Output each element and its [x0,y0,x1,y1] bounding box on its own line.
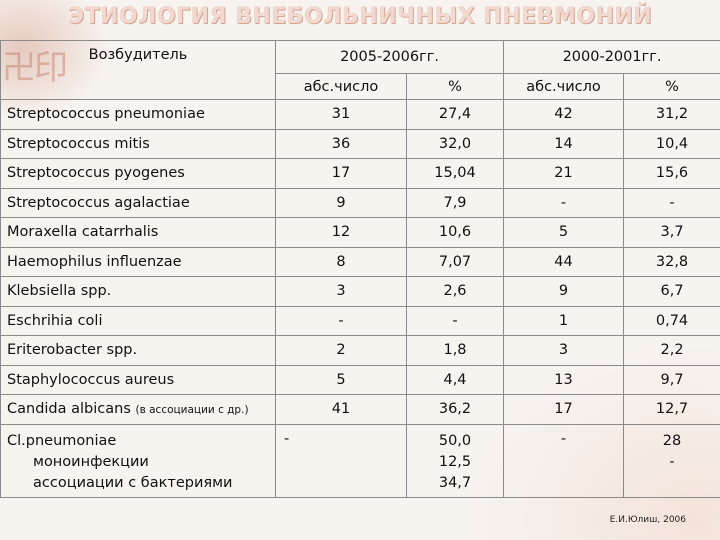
header-abs-2: абс.число [503,73,625,100]
header-row: Возбудитель 2005-2006гг. 2000-2001гг. [0,40,720,100]
pct-2005: 7,9 [405,187,505,218]
table-row: Streptococcus pneumoniae 31 27,4 42 31,2 [0,99,720,130]
pathogen-name: Moraxella catarrhalis [0,217,276,248]
pct-2005: 27,4 [405,99,505,130]
table-row: Staphylococcus aureus 5 4,4 13 9,7 [0,364,720,395]
pathogen-name: Cl.pneumoniae моноинфекции ассоциации с … [0,423,276,498]
pct-2000: 6,7 [623,276,720,307]
pct-2000: 9,7 [623,364,720,395]
pct-2005: 32,0 [405,128,505,159]
abs-2005: - [275,423,407,498]
pathogen-name: Eschrihia coli [0,305,276,336]
pathogen-name-text: Candida albicans [7,401,131,418]
header-period-2005: 2005-2006гг. [274,40,505,74]
abs-2005: 9 [275,187,407,218]
table-row: Klebsiella spp. 3 2,6 9 6,7 [0,276,720,307]
pct-2005: 1,8 [405,335,505,366]
abs-2005: 12 [275,217,407,248]
pct-2005: 36,2 [405,394,505,425]
pct-2000: 28 - [623,423,720,498]
table-row: Streptococcus mitis 36 32,0 14 10,4 [0,128,720,159]
pathogen-name: Staphylococcus aureus [0,364,276,395]
pathogen-name: Streptococcus agalactiae [0,187,276,218]
pathogen-sub-assoc: ассоциации с бактериями [33,474,233,491]
header-period-2000: 2000-2001гг. [503,40,720,74]
pct-2000-line: - [669,453,675,470]
pct-2005: 10,6 [405,217,505,248]
abs-2005: 3 [275,276,407,307]
abs-2005: 5 [275,364,407,395]
pct-2005: 7,07 [405,246,505,277]
pathogen-name: Klebsiella spp. [0,276,276,307]
pct-2000-line: 28 [662,432,682,449]
pct-2005-line: 34,7 [438,474,472,491]
abs-2005: 41 [275,394,407,425]
header-pathogen: Возбудитель [0,40,276,100]
pathogen-name-text: Cl.pneumoniae [7,432,117,449]
abs-2000: 14 [503,128,625,159]
table-row: Streptococcus agalactiae 9 7,9 - - [0,187,720,218]
pct-2005: 4,4 [405,364,505,395]
abs-2000: 13 [503,364,625,395]
abs-2000: 21 [503,158,625,189]
pct-2005: 15,04 [405,158,505,189]
subheader-row: абс.число % абс.число % [1,73,720,100]
abs-2005: - [275,305,407,336]
pct-2000: 3,7 [623,217,720,248]
header-pct-2: % [623,73,720,100]
pct-2005: 2,6 [405,276,505,307]
pct-2000: - [623,187,720,218]
pct-2005-line: 50,0 [438,432,472,449]
table-row: Haemophilus influenzae 8 7,07 44 32,8 [0,246,720,277]
abs-2005: 17 [275,158,407,189]
pct-2005: 50,0 12,5 34,7 [405,423,505,498]
pathogen-name: Streptococcus pyogenes [0,158,276,189]
abs-2000: - [503,187,625,218]
pathogen-name: Streptococcus pneumoniae [0,99,276,130]
table-row: Eriterobacter spp. 2 1,8 3 2,2 [0,335,720,366]
pct-2000: 12,7 [623,394,720,425]
abs-2005: 8 [275,246,407,277]
abs-2005: 31 [275,99,407,130]
pct-2000: 0,74 [623,305,720,336]
author-credit: Е.И.Юлиш, 2006 [609,515,686,525]
pathogen-name: Streptococcus mitis [0,128,276,159]
pathogen-name: Candida albicans (в ассоциации с др.) [0,394,276,425]
abs-2000: 42 [503,99,625,130]
header-pct-1: % [405,73,505,100]
pct-2005: - [405,305,505,336]
table-row: Moraxella catarrhalis 12 10,6 5 3,7 [0,217,720,248]
pct-2000: 31,2 [623,99,720,130]
pathogen-sub-mono: моноинфекции [33,453,149,470]
pct-2000: 10,4 [623,128,720,159]
abs-2000: 5 [503,217,625,248]
abs-2000: 9 [503,276,625,307]
abs-2000: 3 [503,335,625,366]
abs-2005: 2 [275,335,407,366]
pathogen-name: Haemophilus influenzae [0,246,276,277]
abs-2005: 36 [275,128,407,159]
pct-2000: 15,6 [623,158,720,189]
table-row-chlamydia: Cl.pneumoniae моноинфекции ассоциации с … [0,423,720,498]
table-row: Eschrihia coli - - 1 0,74 [0,305,720,336]
slide-title: ЭТИОЛОГИЯ ВНЕБОЛЬНИЧНЫХ ПНЕВМОНИЙ [67,4,653,29]
pathogen-name: Eriterobacter spp. [0,335,276,366]
table-row: Streptococcus pyogenes 17 15,04 21 15,6 [0,158,720,189]
pct-2000: 32,8 [623,246,720,277]
pathogen-note: (в ассоциации с др.) [135,404,249,417]
pct-2000: 2,2 [623,335,720,366]
header-abs-1: абс.число [275,73,407,100]
pct-2005-line: 12,5 [438,453,472,470]
etiology-table: Возбудитель 2005-2006гг. 2000-2001гг. аб… [0,40,720,498]
abs-2000: 1 [503,305,625,336]
abs-2000: 44 [503,246,625,277]
table-row: Candida albicans (в ассоциации с др.) 41… [0,394,720,425]
abs-2000: - [503,423,625,498]
abs-2000: 17 [503,394,625,425]
